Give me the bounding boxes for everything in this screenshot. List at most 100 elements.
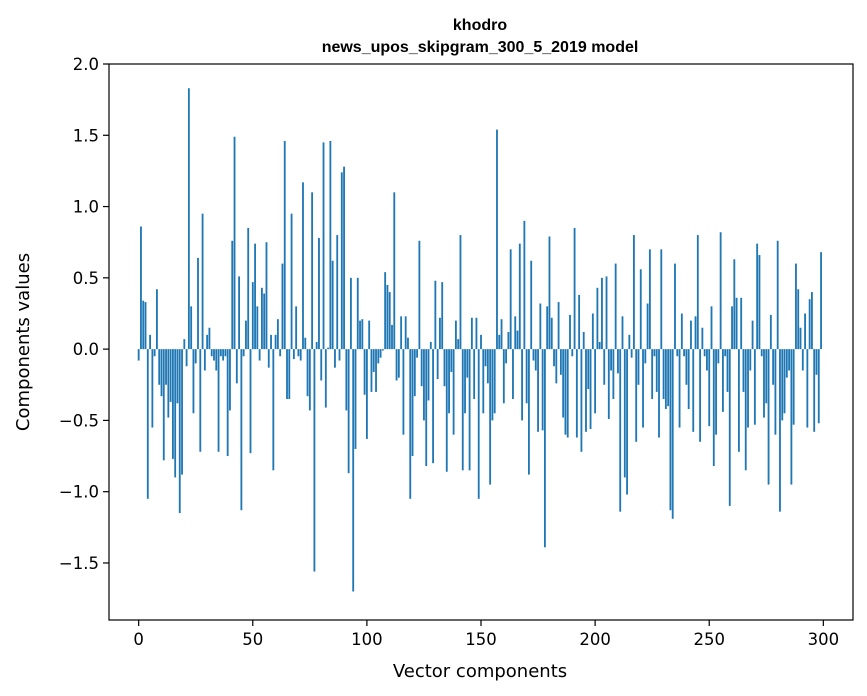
bar — [311, 192, 314, 350]
x-tick-label: 250 — [693, 630, 725, 649]
bar — [792, 349, 795, 425]
bar — [751, 320, 754, 350]
bar — [630, 349, 633, 358]
bar — [596, 287, 599, 350]
x-tick-label: 100 — [351, 630, 383, 649]
bar — [256, 306, 259, 350]
bar — [528, 349, 530, 475]
bar — [660, 249, 663, 350]
bar — [669, 349, 672, 511]
bar — [633, 235, 635, 350]
bar — [594, 349, 597, 414]
bar — [165, 349, 167, 385]
bar — [605, 276, 608, 350]
bar — [543, 349, 546, 548]
bar — [267, 349, 270, 368]
bar — [610, 349, 612, 371]
bar — [662, 349, 665, 400]
bar — [728, 349, 731, 506]
bar — [274, 334, 277, 350]
bar — [137, 349, 140, 361]
bar — [174, 349, 177, 478]
bar — [338, 349, 341, 361]
bar — [140, 226, 142, 350]
bar — [737, 349, 740, 452]
bar — [696, 235, 699, 350]
bar — [623, 349, 626, 478]
bar — [518, 243, 521, 350]
bar — [365, 349, 368, 439]
bar — [783, 349, 786, 414]
bar — [573, 227, 576, 350]
bar — [680, 313, 683, 350]
bar — [587, 349, 590, 390]
bar — [502, 349, 505, 404]
bar — [664, 349, 667, 410]
bar — [181, 349, 183, 475]
bar — [283, 140, 286, 350]
bar — [534, 349, 537, 371]
bar — [265, 242, 268, 350]
bar — [299, 349, 302, 361]
bar — [288, 349, 291, 400]
bar — [740, 297, 743, 350]
bar — [614, 263, 617, 350]
y-tick-label: −1.5 — [59, 554, 99, 573]
bar — [222, 349, 225, 361]
bar — [486, 349, 489, 384]
bar — [676, 349, 679, 357]
x-tick-label: 50 — [242, 630, 263, 649]
bar — [466, 349, 469, 378]
bar — [142, 300, 145, 350]
bar — [258, 349, 261, 361]
bar — [653, 349, 656, 357]
bar — [350, 277, 352, 350]
bar — [683, 349, 686, 357]
bar — [635, 349, 638, 442]
bar — [315, 342, 318, 350]
bar — [454, 320, 457, 350]
bar — [429, 342, 432, 350]
bar — [153, 349, 156, 357]
bar — [598, 342, 601, 350]
bar — [470, 317, 473, 350]
bar — [785, 349, 788, 378]
bar — [308, 349, 311, 411]
bar — [726, 349, 729, 392]
bar — [197, 257, 199, 350]
bar — [423, 349, 425, 421]
bar — [674, 263, 676, 350]
bar — [416, 349, 419, 358]
bar — [347, 349, 350, 474]
bar — [160, 349, 163, 397]
bar — [639, 269, 642, 350]
bar — [512, 349, 514, 400]
bar — [642, 349, 644, 428]
bar — [457, 339, 460, 350]
bar — [591, 313, 594, 350]
bar — [400, 316, 403, 350]
bar — [441, 282, 444, 350]
bar — [523, 220, 526, 350]
bar — [224, 349, 227, 357]
y-tick-label: 0.5 — [73, 269, 99, 288]
bar — [731, 306, 733, 350]
chart-title: khodro — [453, 17, 507, 34]
bar — [710, 306, 713, 350]
bar — [402, 349, 405, 435]
bar — [482, 349, 485, 414]
bar — [178, 349, 181, 514]
bar — [356, 277, 359, 350]
bar — [539, 303, 542, 350]
bar — [217, 349, 220, 452]
bar — [500, 319, 503, 350]
bar — [607, 349, 610, 419]
bar — [582, 332, 585, 350]
bar — [706, 349, 708, 371]
bar — [806, 349, 809, 428]
bar — [516, 330, 519, 350]
bar — [418, 240, 421, 350]
bar — [361, 319, 364, 350]
bar — [491, 349, 494, 421]
